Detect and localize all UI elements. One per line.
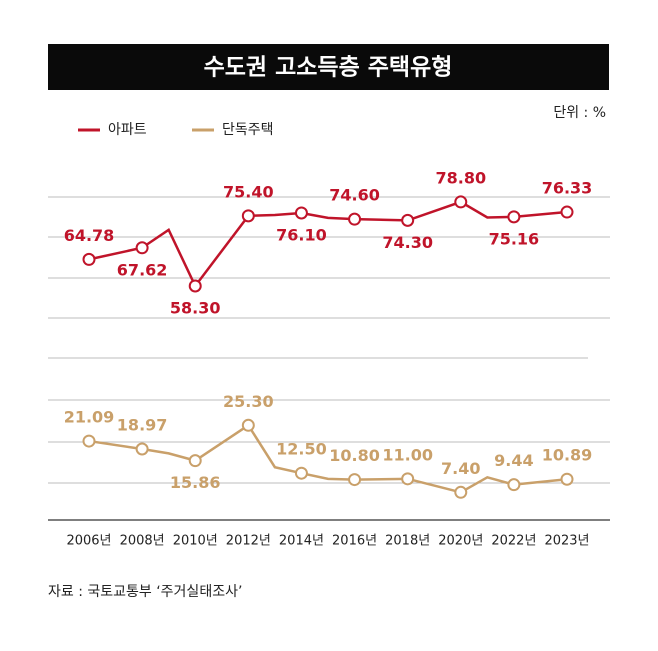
- data-point: [188, 279, 202, 293]
- data-label: 12.50: [276, 440, 327, 459]
- series-line: [88, 423, 568, 494]
- x-tick-label: 2023년: [544, 534, 589, 549]
- unit-label: 단위 : %: [553, 105, 606, 121]
- x-tick-label: 2006년: [66, 534, 111, 549]
- data-label: 78.80: [435, 168, 486, 187]
- data-point: [560, 472, 574, 486]
- data-label: 9.44: [494, 451, 533, 470]
- data-point: [348, 212, 362, 226]
- data-point: [241, 418, 255, 432]
- data-label: 75.40: [223, 182, 274, 201]
- data-point: [454, 485, 468, 499]
- x-tick-label: 2010년: [173, 534, 218, 549]
- data-point: [82, 252, 96, 266]
- x-tick-label: 2016년: [332, 534, 377, 549]
- data-point: [241, 209, 255, 223]
- data-label: 10.89: [542, 446, 593, 465]
- x-tick-label: 2012년: [226, 534, 271, 549]
- data-label: 10.80: [329, 446, 380, 465]
- data-point: [135, 241, 149, 255]
- data-point: [82, 434, 96, 448]
- data-label: 11.00: [382, 445, 433, 464]
- data-point: [507, 210, 521, 224]
- source: 자료 : 국토교통부 ‘주거실태조사’: [48, 584, 242, 600]
- data-point: [401, 472, 415, 486]
- x-tick-label: 2020년: [438, 534, 483, 549]
- data-point: [294, 466, 308, 480]
- data-label: 75.16: [489, 229, 540, 248]
- data-label: 7.40: [441, 459, 480, 478]
- data-point: [454, 195, 468, 209]
- data-point: [135, 442, 149, 456]
- series-line: [88, 200, 568, 289]
- x-tick-label: 2008년: [120, 534, 165, 549]
- data-label: 18.97: [117, 415, 168, 434]
- chart-title: 수도권 고소득층 주택유형: [204, 55, 453, 81]
- x-tick-label: 2022년: [491, 534, 536, 549]
- legend-label: 아파트: [108, 122, 147, 138]
- x-tick-label: 2014년: [279, 534, 324, 549]
- data-label: 74.30: [382, 233, 433, 252]
- data-point: [348, 473, 362, 487]
- data-label: 58.30: [170, 298, 221, 317]
- data-point: [401, 213, 415, 227]
- x-tick-label: 2018년: [385, 534, 430, 549]
- data-point: [188, 454, 202, 468]
- legend-label: 단독주택: [222, 122, 274, 138]
- data-label: 25.30: [223, 392, 274, 411]
- data-label: 15.86: [170, 473, 221, 492]
- data-label: 21.09: [64, 408, 115, 427]
- data-label: 67.62: [117, 260, 168, 279]
- title-bar: [48, 44, 609, 90]
- data-label: 76.33: [542, 179, 593, 198]
- data-point: [507, 478, 521, 492]
- grid: [48, 196, 610, 521]
- data-label: 74.60: [329, 186, 380, 205]
- data-point: [294, 206, 308, 220]
- data-label: 76.10: [276, 225, 327, 244]
- data-point: [560, 205, 574, 219]
- data-label: 64.78: [64, 226, 115, 245]
